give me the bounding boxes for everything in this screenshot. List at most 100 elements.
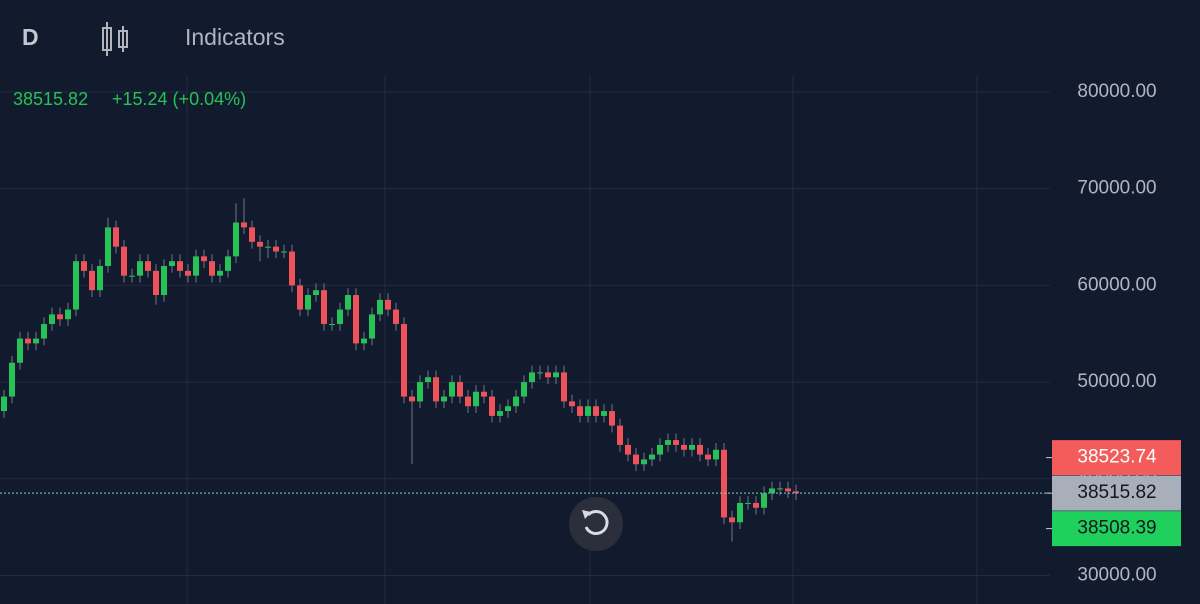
candle-body bbox=[665, 440, 671, 445]
candle-body bbox=[585, 406, 591, 416]
candle-body bbox=[89, 270, 95, 291]
candle-body bbox=[537, 372, 543, 374]
candle-body bbox=[289, 251, 295, 286]
candle-body bbox=[553, 372, 559, 378]
candle-body bbox=[233, 222, 239, 257]
candle-body bbox=[161, 266, 167, 296]
interval-button[interactable]: D bbox=[22, 24, 39, 50]
candle-body bbox=[145, 261, 151, 271]
candle-body bbox=[457, 382, 463, 397]
candle-body bbox=[425, 377, 431, 383]
candle-body bbox=[689, 444, 695, 450]
candle-body bbox=[545, 372, 551, 378]
candle-body bbox=[401, 324, 407, 397]
candle-body bbox=[753, 502, 759, 508]
candle-body bbox=[337, 309, 343, 325]
y-tick-label: 70000.00 bbox=[1077, 178, 1156, 199]
candle-body bbox=[745, 502, 751, 504]
candle-body bbox=[649, 454, 655, 460]
candle-body bbox=[465, 396, 471, 407]
candle-body bbox=[481, 391, 487, 397]
change: +15.24 (+0.04%) bbox=[112, 89, 246, 109]
candle-body bbox=[377, 299, 383, 315]
candle-body bbox=[713, 449, 719, 460]
reset-button[interactable] bbox=[569, 497, 623, 551]
candles bbox=[1, 198, 799, 542]
candle-body bbox=[113, 227, 119, 247]
candle-body bbox=[417, 382, 423, 402]
candle-body bbox=[681, 444, 687, 450]
candle-body bbox=[281, 251, 287, 253]
y-tick-label: 50000.00 bbox=[1077, 371, 1156, 392]
candle-body bbox=[265, 246, 271, 248]
candle-body bbox=[361, 338, 367, 344]
candle-body bbox=[761, 493, 767, 508]
candle-body bbox=[497, 411, 503, 416]
candle-body bbox=[25, 338, 31, 344]
candle-body bbox=[121, 246, 127, 276]
candle-body bbox=[177, 261, 183, 271]
price-label: 38515.82 bbox=[1077, 482, 1156, 503]
candle-body bbox=[657, 444, 663, 455]
candle-body bbox=[169, 261, 175, 267]
candle-body bbox=[441, 396, 447, 402]
candle-body bbox=[313, 290, 319, 296]
candle-body bbox=[73, 261, 79, 310]
candle-body bbox=[473, 391, 479, 407]
candle-body bbox=[721, 449, 727, 518]
candle-body bbox=[249, 227, 255, 242]
candle-body bbox=[65, 309, 71, 320]
candle-body bbox=[521, 382, 527, 397]
candle-body bbox=[529, 372, 535, 383]
candle-body bbox=[257, 241, 263, 247]
candle-body bbox=[305, 295, 311, 310]
price-label-box bbox=[1052, 511, 1181, 547]
candle-body bbox=[129, 275, 135, 277]
price-label-box bbox=[1052, 440, 1181, 476]
candle-body bbox=[385, 299, 391, 310]
price-label: 38523.74 bbox=[1077, 447, 1157, 468]
y-tick-label: 60000.00 bbox=[1077, 274, 1156, 295]
candle-body bbox=[201, 256, 207, 262]
candle-body bbox=[489, 396, 495, 416]
candle-body bbox=[137, 261, 143, 276]
candle-body bbox=[617, 425, 623, 445]
candle-body bbox=[697, 444, 703, 455]
candle-body bbox=[57, 314, 63, 320]
chart-type-button[interactable] bbox=[102, 22, 128, 56]
y-tick-label: 80000.00 bbox=[1077, 81, 1156, 102]
candle-body bbox=[729, 517, 735, 523]
candle-body bbox=[33, 338, 39, 344]
candle-body bbox=[1, 396, 7, 412]
candle-body bbox=[297, 285, 303, 310]
price-label: 38508.39 bbox=[1077, 518, 1156, 539]
candle-body bbox=[105, 227, 111, 267]
candle-body bbox=[217, 270, 223, 276]
overlay: 38523.74 38515.82 38508.39 bbox=[0, 440, 1181, 547]
indicators-button[interactable]: Indicators bbox=[185, 24, 285, 50]
candle-body bbox=[97, 266, 103, 291]
y-tick-label: 30000.00 bbox=[1077, 564, 1156, 585]
candle-body bbox=[785, 488, 791, 492]
candle-body bbox=[409, 396, 415, 402]
quote: 38515.82 bbox=[13, 89, 88, 109]
candle-body bbox=[81, 261, 87, 271]
candle-body bbox=[49, 314, 55, 325]
candle-body bbox=[561, 372, 567, 402]
candle-body bbox=[793, 491, 799, 494]
candle-body bbox=[673, 440, 679, 445]
candle-body bbox=[593, 406, 599, 416]
candle-body bbox=[209, 261, 215, 276]
candle-body bbox=[577, 406, 583, 416]
candle-body bbox=[609, 411, 615, 426]
candle-body bbox=[633, 454, 639, 465]
candle-body bbox=[353, 295, 359, 344]
candle-body bbox=[777, 488, 783, 490]
candle-body bbox=[41, 324, 47, 339]
candle-body bbox=[625, 444, 631, 455]
candle-body bbox=[641, 459, 647, 465]
candle-body bbox=[449, 382, 455, 397]
candle-body bbox=[737, 502, 743, 523]
candle-body bbox=[505, 406, 511, 412]
